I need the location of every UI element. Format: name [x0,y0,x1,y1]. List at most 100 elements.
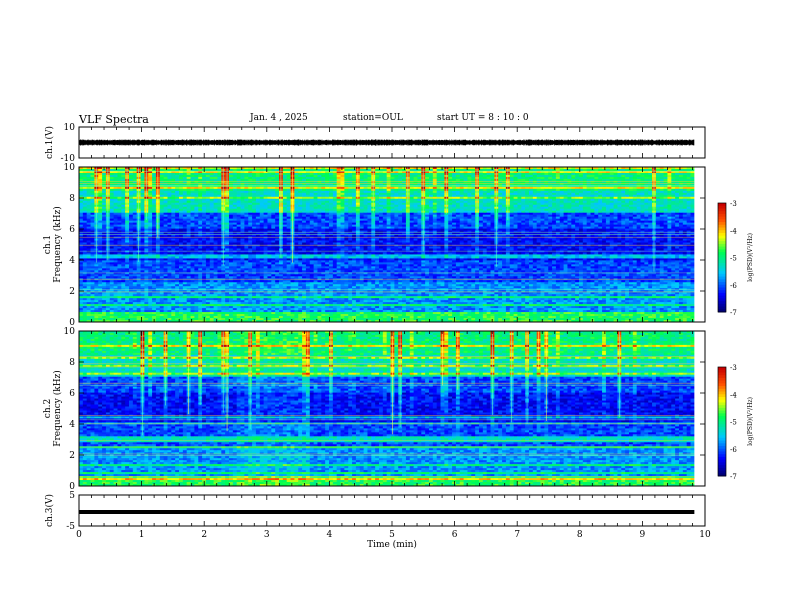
spectrogram-cell [521,167,526,170]
spectrogram-cell [413,176,418,180]
spectrogram-cell [271,196,276,200]
spectrogram-cell [402,198,407,202]
spectrogram-cell [302,180,307,184]
spectrogram-cell [490,182,495,186]
spectrogram-cell [363,196,368,200]
spectrogram-cell [521,180,526,184]
spectrogram-cell [455,194,461,198]
spectrogram-cell [594,174,599,178]
spectrogram-cell [605,204,611,208]
spectrogram-cell [617,186,622,190]
spectrogram-cell [544,198,549,202]
spectrogram-cell [690,192,695,196]
spectrogram-cell [171,182,176,186]
spectrogram-cell [628,186,634,190]
spectrogram-cell [486,196,491,200]
spectrogram-cell [571,167,576,170]
spectrogram-cell [228,198,234,202]
spectrogram-cell [667,167,672,170]
spectrogram-cell [521,196,526,200]
spectrogram-cell [367,180,372,184]
spectrogram-cell [521,202,526,206]
spectrogram-cell [79,192,84,196]
spectrogram-cell [148,186,153,190]
spectrogram-cell [259,172,265,176]
spectrogram-cell [655,188,661,192]
spectrogram-cell [232,194,238,198]
spectrogram-cell [655,174,661,178]
spectrogram-cell [240,167,245,170]
spectrogram-cell [225,200,230,204]
spectrogram-cell [467,180,472,184]
spectrogram-cell [336,186,341,190]
spectrogram-cell [659,202,664,206]
spectrogram-cell [336,202,341,206]
spectrogram-cell [578,186,584,190]
spectrogram-cell [302,190,307,194]
spectrogram-cell [486,200,491,204]
spectrogram-cell [675,198,680,202]
spectrogram-cell [90,170,95,174]
spectrogram-cell [602,167,607,170]
spectrogram-cell [340,167,345,170]
spectrogram-cell [482,194,488,198]
spectrogram-cell [490,168,495,172]
spectrogram-cell [171,174,176,178]
spectrogram-cell [663,202,668,206]
spectrogram-cell [582,172,588,176]
spectrogram-cell [140,186,145,190]
spectrogram-cell [190,194,195,198]
spectrogram-cell [455,192,461,196]
spectrogram-cell [252,180,257,184]
spectrogram-cell [667,182,672,186]
spectrogram-cell [302,170,307,174]
spectrogram-cell [528,188,534,192]
spectrogram-cell [663,176,668,180]
spectrogram-cell [336,180,341,184]
spectrogram-cell [463,194,468,198]
spectrogram-cell [159,182,165,186]
spectrogram-cell [175,170,180,174]
ch1-waveform-trace [78,139,695,146]
spectrogram-cell [467,178,472,182]
spectrogram-cell [248,196,253,200]
spectrogram-cell [582,182,588,186]
spectrogram-cell [590,192,595,196]
spectrogram-cell [321,190,326,194]
spectrogram-cell [348,190,353,194]
spectrogram-cell [659,194,664,198]
spectrogram-cell [659,172,664,176]
spectrogram-cell [405,200,411,204]
spectrogram-cell [459,188,464,192]
spectrogram-cell [271,182,276,186]
spectrogram-cell [340,190,345,194]
spectrogram-cell [194,188,199,192]
spectrogram-cell [325,186,330,190]
spectrogram-cell [140,198,145,202]
spectrogram-cell [613,176,618,180]
spectrogram-cell [386,186,391,190]
spectrogram-cell [340,182,345,186]
spectrogram-cell [690,204,695,208]
spectrogram-cell [632,176,638,180]
spectrogram-cell [486,190,491,194]
spectrogram-cell [132,170,138,174]
spectrogram-cell [417,167,422,170]
spectrogram-cell [648,174,653,178]
spectrogram-cell [644,196,649,200]
spectrogram-cell [163,198,168,202]
spectrogram-cell [205,170,211,174]
spectrogram-cell [525,172,530,176]
spectrogram-cell [255,176,261,180]
spectrogram-cell [544,180,549,184]
spectrogram-cell [490,194,495,198]
spectrogram-cell [648,194,653,198]
spectrogram-cell [194,194,199,198]
spectrogram-cell [82,168,88,172]
spectrogram-cell [232,174,238,178]
spectrogram-cell [352,192,357,196]
spectrogram-cell [386,202,391,206]
spectrogram-cell [375,202,380,206]
spectrogram-cell [502,172,507,176]
spectrogram-cell [632,198,638,202]
